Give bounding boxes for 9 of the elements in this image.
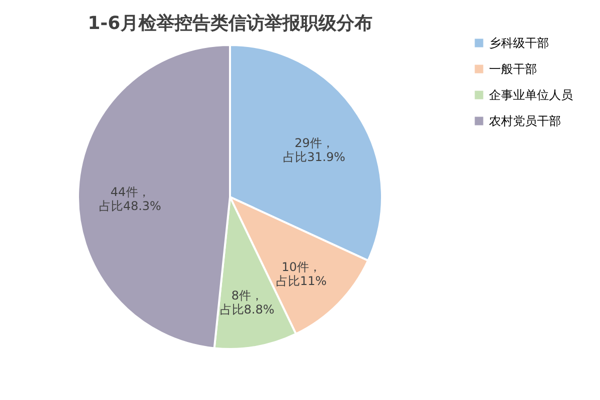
legend-label: 农村党员干部 <box>489 114 561 128</box>
legend-label: 企事业单位人员 <box>489 88 573 102</box>
legend-label: 乡科级干部 <box>489 36 549 50</box>
chart-title: 1-6月检举控告类信访举报职级分布 <box>88 13 372 34</box>
data-label: 44件，占比48.3% <box>99 184 162 213</box>
data-label: 10件，占比11% <box>276 260 327 288</box>
data-label: 8件，占比8.8% <box>220 288 274 317</box>
legend-label: 一般干部 <box>489 62 537 76</box>
data-label: 29件，占比31.9% <box>283 136 346 164</box>
